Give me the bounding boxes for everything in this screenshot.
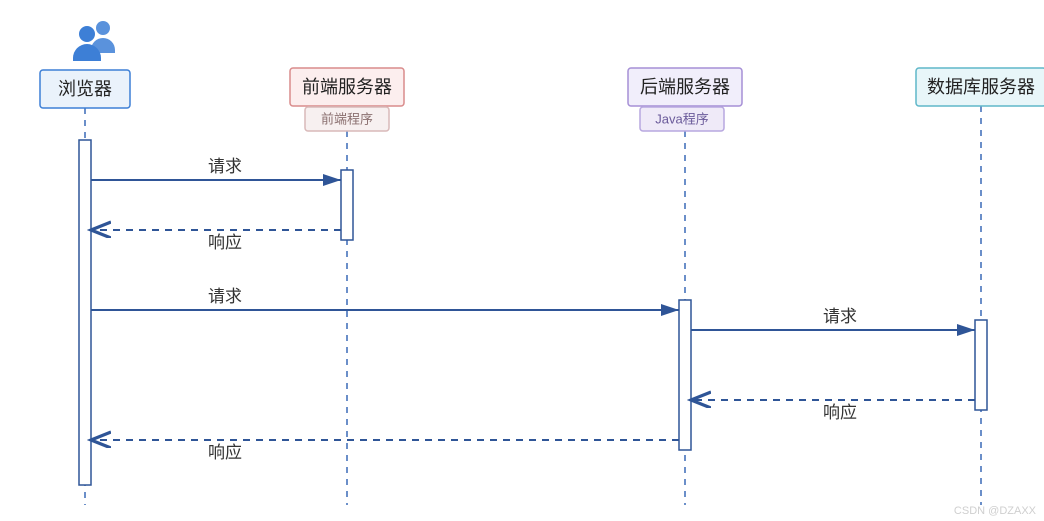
participant-label-backend: 后端服务器 [640, 77, 730, 97]
participant-label-frontend: 前端服务器 [302, 77, 392, 97]
participant-sub-label-frontend: 前端程序 [321, 111, 373, 126]
participant-label-browser: 浏览器 [58, 79, 112, 99]
actor-icon [73, 21, 115, 61]
message-label-1: 响应 [208, 233, 242, 252]
activation-frontend [341, 170, 353, 240]
message-label-2: 请求 [208, 287, 242, 306]
message-label-3: 请求 [823, 307, 857, 326]
activation-database [975, 320, 987, 410]
message-label-5: 响应 [208, 443, 242, 462]
participant-sub-label-backend: Java程序 [655, 111, 708, 126]
message-label-4: 响应 [823, 403, 857, 422]
watermark: CSDN @DZAXX [954, 505, 1036, 517]
activation-backend [679, 300, 691, 450]
diagram-svg: 浏览器前端服务器前端程序后端服务器Java程序数据库服务器 请求响应请求请求响应… [0, 0, 1044, 521]
sequence-diagram: { "type": "sequence-diagram", "canvas": … [0, 0, 1044, 521]
participant-label-database: 数据库服务器 [927, 77, 1035, 97]
message-label-0: 请求 [208, 157, 242, 176]
activation-browser [79, 140, 91, 485]
